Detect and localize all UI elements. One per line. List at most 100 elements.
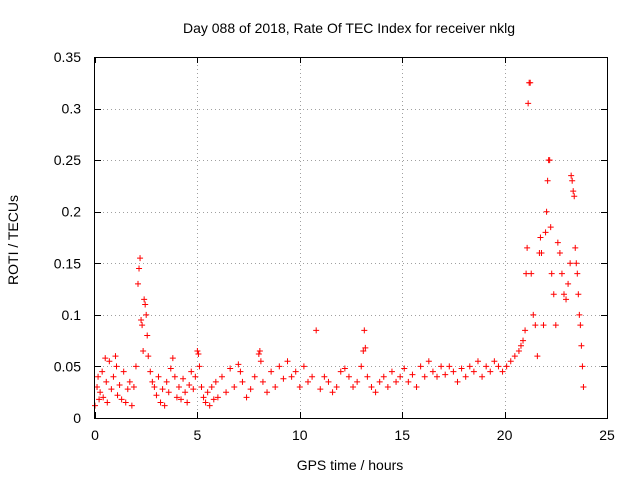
data-point (523, 270, 530, 277)
data-point (540, 322, 547, 329)
grid (95, 57, 607, 418)
data-point (362, 344, 369, 351)
data-point (135, 280, 142, 287)
data-point (231, 384, 238, 391)
data-point (212, 378, 219, 385)
data-point (171, 373, 178, 380)
data-point (227, 365, 234, 372)
data-point (182, 389, 189, 396)
data-point (552, 322, 559, 329)
data-point (515, 347, 522, 354)
data-point (143, 311, 150, 318)
data-point (350, 384, 357, 391)
data-point (487, 368, 494, 375)
data-point (520, 337, 527, 344)
data-point (388, 368, 395, 375)
x-tick-label: 20 (497, 427, 513, 443)
data-point (569, 177, 576, 184)
data-point (442, 371, 449, 378)
data-point (454, 378, 461, 385)
data-point (538, 249, 545, 256)
data-point (259, 378, 266, 385)
data-point (99, 368, 106, 375)
data-point (178, 396, 185, 403)
data-point (574, 270, 581, 277)
data-point (530, 311, 537, 318)
data-point (511, 353, 518, 360)
data-point (333, 384, 340, 391)
data-point (118, 396, 125, 403)
data-point (243, 394, 250, 401)
data-point (329, 389, 336, 396)
data-point (137, 255, 144, 262)
y-tick-label: 0.05 (54, 358, 81, 374)
data-point (507, 358, 514, 365)
data-point (573, 260, 580, 267)
plot-frame (94, 57, 608, 419)
data-point (202, 399, 209, 406)
data-point (208, 384, 215, 391)
data-point (138, 317, 145, 324)
data-point (96, 396, 103, 403)
data-point (571, 193, 578, 200)
data-point (524, 244, 531, 251)
data-point (180, 375, 187, 382)
data-point (296, 384, 303, 391)
data-point (446, 363, 453, 370)
data-point (100, 394, 107, 401)
data-point (368, 384, 375, 391)
y-tick-label: 0.35 (54, 49, 81, 65)
data-point (345, 373, 352, 380)
data-point (570, 188, 577, 195)
data-point (554, 239, 561, 246)
data-point (575, 291, 582, 298)
data-point (136, 265, 143, 272)
data-point (300, 363, 307, 370)
data-point (200, 394, 207, 401)
data-point (579, 363, 586, 370)
data-point (317, 386, 324, 393)
data-point (542, 229, 549, 236)
data-point (128, 402, 135, 409)
data-point (95, 373, 102, 380)
data-point (376, 378, 383, 385)
data-point (361, 327, 368, 334)
data-point (155, 373, 162, 380)
data-point (272, 384, 279, 391)
data-point (558, 270, 565, 277)
data-point (195, 351, 202, 358)
data-point (341, 365, 348, 372)
data-point (110, 373, 117, 380)
data-point (576, 311, 583, 318)
data-point (527, 79, 534, 86)
data-point (126, 378, 133, 385)
data-point (165, 389, 172, 396)
data-point (149, 378, 156, 385)
data-point (257, 358, 264, 365)
data-point (413, 384, 420, 391)
data-point (106, 358, 113, 365)
data-point (120, 368, 127, 375)
data-point (503, 363, 510, 370)
data-points (92, 79, 587, 409)
data-point (268, 368, 275, 375)
data-point (190, 386, 197, 393)
data-point (543, 208, 550, 215)
data-point (173, 394, 180, 401)
data-point (304, 378, 311, 385)
data-point (380, 373, 387, 380)
data-point (159, 386, 166, 393)
data-point (192, 373, 199, 380)
data-point (276, 363, 283, 370)
data-point (97, 389, 104, 396)
data-point (393, 378, 400, 385)
data-point (578, 342, 585, 349)
data-point (466, 363, 473, 370)
data-point (547, 224, 554, 231)
data-point (470, 368, 477, 375)
data-point (425, 358, 432, 365)
data-point (104, 399, 111, 406)
x-tick-label: 25 (599, 427, 615, 443)
data-point (145, 353, 152, 360)
data-point (438, 363, 445, 370)
